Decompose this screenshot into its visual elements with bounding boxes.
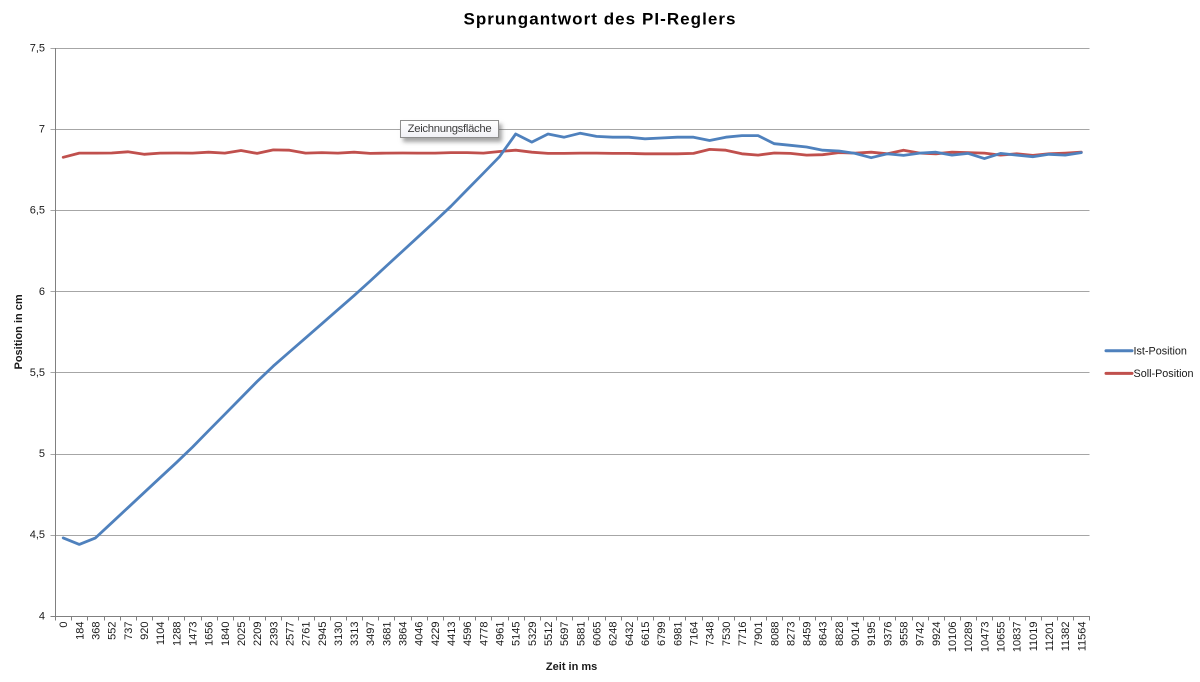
svg-text:0: 0	[58, 622, 70, 628]
svg-text:1104: 1104	[155, 622, 167, 646]
svg-text:5881: 5881	[575, 622, 587, 646]
svg-text:11564: 11564	[1076, 622, 1088, 652]
svg-text:1288: 1288	[171, 622, 183, 646]
svg-text:3313: 3313	[349, 622, 361, 646]
svg-text:7901: 7901	[753, 622, 765, 646]
svg-text:4229: 4229	[430, 622, 442, 646]
svg-text:5697: 5697	[559, 622, 571, 646]
svg-text:8273: 8273	[785, 622, 797, 646]
svg-text:5: 5	[39, 448, 45, 460]
svg-text:6799: 6799	[656, 622, 668, 646]
svg-text:2761: 2761	[301, 622, 313, 646]
svg-text:3864: 3864	[398, 622, 410, 646]
svg-text:8459: 8459	[802, 622, 814, 646]
svg-text:2209: 2209	[252, 622, 264, 646]
svg-text:9742: 9742	[915, 622, 927, 646]
svg-text:Zeit in ms: Zeit in ms	[546, 661, 597, 673]
svg-text:11019: 11019	[1028, 622, 1040, 652]
svg-text:5,5: 5,5	[30, 367, 45, 379]
svg-text:6981: 6981	[672, 622, 684, 646]
svg-text:10655: 10655	[996, 622, 1008, 653]
svg-text:8088: 8088	[769, 622, 781, 646]
svg-text:7348: 7348	[705, 622, 717, 646]
svg-text:5145: 5145	[511, 622, 523, 646]
svg-text:4778: 4778	[478, 622, 490, 646]
svg-text:6248: 6248	[608, 622, 620, 646]
svg-text:920: 920	[139, 622, 151, 640]
svg-text:Soll-Position: Soll-Position	[1134, 368, 1194, 380]
svg-text:1473: 1473	[188, 622, 200, 646]
svg-text:1656: 1656	[204, 622, 216, 646]
svg-text:Ist-Position: Ist-Position	[1134, 345, 1187, 357]
svg-text:4: 4	[39, 610, 45, 622]
svg-text:9924: 9924	[931, 622, 943, 646]
svg-text:7716: 7716	[737, 622, 749, 646]
svg-text:10837: 10837	[1012, 622, 1024, 653]
svg-text:3130: 3130	[333, 622, 345, 646]
svg-text:4961: 4961	[495, 622, 507, 646]
svg-text:11201: 11201	[1044, 622, 1056, 652]
svg-text:7530: 7530	[721, 622, 733, 646]
svg-text:3681: 3681	[381, 622, 393, 646]
svg-text:6: 6	[39, 286, 45, 298]
svg-text:7164: 7164	[689, 622, 701, 646]
svg-text:9014: 9014	[850, 622, 862, 646]
svg-text:368: 368	[91, 622, 103, 640]
svg-text:Sprungantwort des PI-Reglers: Sprungantwort des PI-Reglers	[463, 10, 736, 29]
svg-text:2577: 2577	[284, 622, 296, 646]
svg-text:737: 737	[123, 622, 135, 640]
svg-text:4046: 4046	[414, 622, 426, 646]
svg-text:7: 7	[39, 124, 45, 136]
svg-text:9558: 9558	[899, 622, 911, 646]
svg-text:6065: 6065	[592, 622, 604, 646]
svg-text:5329: 5329	[527, 622, 539, 646]
svg-text:11382: 11382	[1060, 622, 1072, 652]
svg-text:4,5: 4,5	[30, 529, 45, 541]
svg-text:Position in cm: Position in cm	[13, 294, 25, 369]
svg-text:8643: 8643	[818, 622, 830, 646]
svg-text:2393: 2393	[268, 622, 280, 646]
svg-text:1840: 1840	[220, 622, 232, 646]
svg-text:7,5: 7,5	[30, 43, 45, 55]
svg-text:4413: 4413	[446, 622, 458, 646]
svg-text:6432: 6432	[624, 622, 636, 646]
svg-text:184: 184	[74, 622, 86, 640]
svg-text:4596: 4596	[462, 622, 474, 646]
svg-text:5512: 5512	[543, 622, 555, 646]
svg-text:6,5: 6,5	[30, 205, 45, 217]
svg-text:8828: 8828	[834, 622, 846, 646]
svg-text:9376: 9376	[882, 622, 894, 646]
svg-text:2025: 2025	[236, 622, 248, 646]
svg-text:6615: 6615	[640, 622, 652, 646]
svg-text:10289: 10289	[963, 622, 975, 653]
svg-text:10473: 10473	[979, 622, 991, 653]
svg-text:552: 552	[107, 622, 119, 640]
svg-text:10106: 10106	[947, 622, 959, 653]
svg-text:2945: 2945	[317, 622, 329, 646]
svg-text:9195: 9195	[866, 622, 878, 646]
svg-text:3497: 3497	[365, 622, 377, 646]
